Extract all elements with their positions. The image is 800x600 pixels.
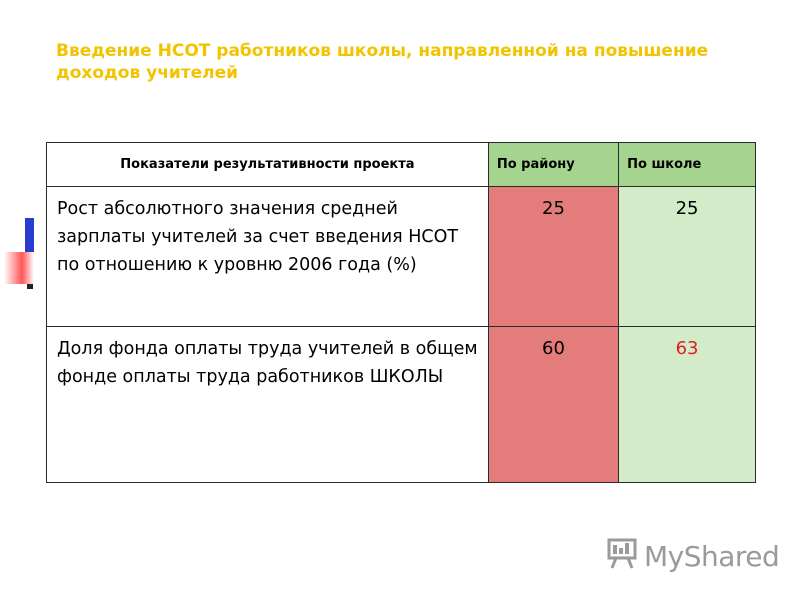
decorative-dot bbox=[27, 284, 33, 289]
district-value-cell: 60 bbox=[487, 326, 620, 483]
table-row: Доля фонда оплаты труда учителей в общем… bbox=[46, 326, 756, 483]
header-school: По школе bbox=[618, 142, 756, 187]
school-value-cell: 25 bbox=[618, 186, 756, 327]
district-value-cell: 25 bbox=[487, 186, 620, 327]
indicator-cell: Рост абсолютного значения средней зарпла… bbox=[46, 186, 489, 327]
watermark-logo: MyShared bbox=[606, 536, 780, 577]
indicator-cell: Доля фонда оплаты труда учителей в общем… bbox=[46, 326, 489, 483]
results-table: Показатели результативности проекта По р… bbox=[46, 142, 756, 483]
decorative-bar bbox=[25, 218, 34, 256]
presentation-icon bbox=[606, 536, 640, 577]
header-district: По району bbox=[487, 142, 620, 187]
slide-title: Введение НСОТ работников школы, направле… bbox=[56, 41, 709, 83]
header-indicators: Показатели результативности проекта bbox=[46, 142, 489, 187]
decorative-shape bbox=[4, 252, 34, 284]
table-header-row: Показатели результативности проекта По р… bbox=[46, 142, 756, 187]
school-value-cell: 63 bbox=[618, 326, 756, 483]
watermark-text: MyShared bbox=[644, 539, 780, 573]
table-row: Рост абсолютного значения средней зарпла… bbox=[46, 186, 756, 327]
